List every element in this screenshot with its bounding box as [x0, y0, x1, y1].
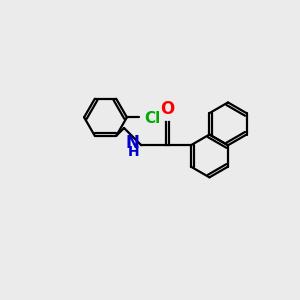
Text: H: H	[128, 145, 140, 159]
Text: O: O	[160, 100, 174, 118]
Text: N: N	[126, 134, 140, 152]
Text: Cl: Cl	[144, 111, 160, 126]
